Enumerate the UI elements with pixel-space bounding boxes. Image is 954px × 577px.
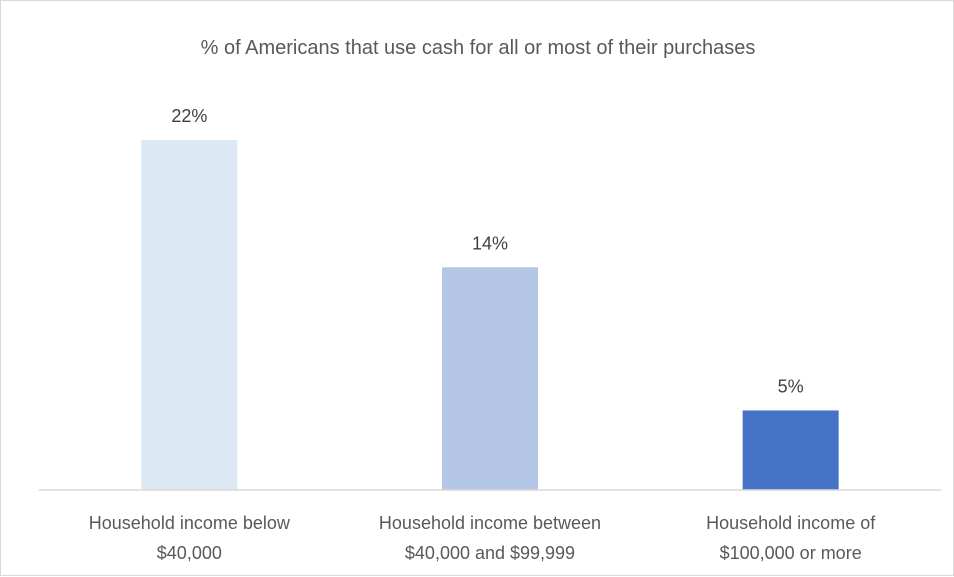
category-label-2-line-2: $40,000 and $99,999 (405, 543, 575, 563)
bars-layer (141, 140, 839, 490)
bar-3 (742, 410, 839, 490)
data-label-2: 14% (472, 233, 508, 253)
chart-title: % of Americans that use cash for all or … (201, 37, 756, 59)
data-label-3: 5% (778, 376, 804, 396)
categories-layer: Household income below $40,000 Household i… (89, 513, 876, 563)
category-label-1-line-2: $40,000 (157, 543, 222, 563)
bar-2 (442, 267, 538, 490)
data-label-1: 22% (171, 106, 207, 126)
bar-1 (141, 140, 238, 490)
category-label-1-line-1: Household income below (89, 513, 291, 533)
labels-layer: 22% 14% 5% (171, 106, 803, 396)
category-label-3-line-1: Household income of (706, 513, 876, 533)
category-label-3-line-2: $100,000 or more (720, 543, 862, 563)
category-label-2-line-1: Household income between (379, 513, 601, 533)
